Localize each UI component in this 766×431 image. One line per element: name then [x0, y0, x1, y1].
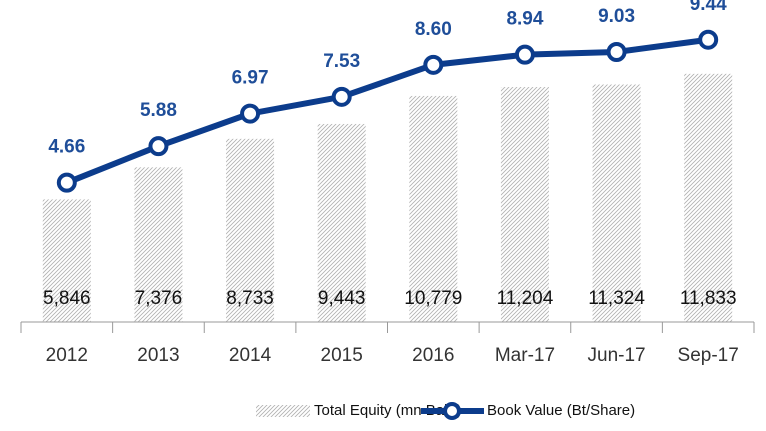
line-marker	[423, 54, 444, 75]
x-tick-label: 2014	[229, 345, 272, 366]
bar-value-label: 11,324	[588, 288, 645, 309]
bar	[500, 87, 549, 322]
bar	[592, 84, 641, 322]
line-marker	[514, 44, 535, 65]
line-marker	[606, 41, 627, 62]
bar-value-label: 5,846	[43, 288, 91, 309]
bar	[42, 199, 91, 322]
line-value-label: 6.97	[232, 68, 269, 89]
x-tick-label: Jun-17	[588, 345, 646, 366]
x-tick-label: Mar-17	[495, 345, 555, 366]
legend-label: Total Equity (mn Baht)	[314, 402, 462, 419]
line-value-label: 4.66	[48, 137, 85, 158]
bar-value-label: 10,779	[404, 288, 462, 309]
bar	[134, 167, 183, 322]
bar	[226, 138, 275, 322]
legend-swatch	[256, 405, 310, 417]
bar	[317, 123, 366, 322]
bar-value-label: 7,376	[135, 288, 183, 309]
bar-value-label: 11,833	[680, 288, 737, 309]
legend-marker	[443, 402, 461, 420]
x-tick-label: 2016	[412, 345, 454, 366]
x-tick-label: 2012	[46, 345, 88, 366]
bar-value-label: 9,443	[318, 288, 366, 309]
x-tick-label: Sep-17	[678, 345, 739, 366]
bar-value-label: 8,733	[226, 288, 274, 309]
line-marker	[148, 136, 169, 157]
bar	[684, 73, 733, 322]
line-value-label: 9.03	[598, 6, 635, 27]
line-value-label: 8.94	[506, 9, 543, 30]
x-tick-label: 2015	[321, 345, 363, 366]
line-marker	[331, 86, 352, 107]
line-marker	[698, 29, 719, 50]
x-tick-label: 2013	[137, 345, 179, 366]
line-value-label: 5.88	[140, 100, 177, 121]
line-marker	[240, 103, 261, 124]
line-marker	[56, 172, 77, 193]
bar	[409, 95, 458, 322]
line-value-label: 9.44	[690, 0, 727, 15]
legend-label: Book Value (Bt/Share)	[487, 402, 635, 419]
book-value-line	[65, 36, 709, 186]
line-value-label: 8.60	[415, 19, 452, 40]
bar-value-label: 11,204	[497, 288, 554, 309]
line-value-label: 7.53	[323, 51, 360, 72]
